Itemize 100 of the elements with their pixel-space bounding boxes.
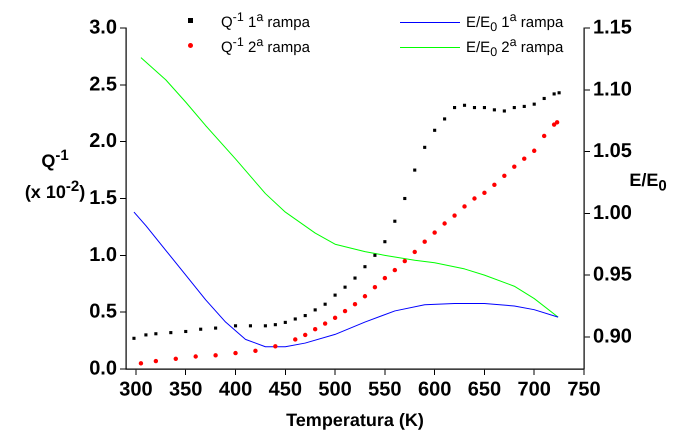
point xyxy=(362,294,368,298)
point xyxy=(412,250,417,254)
y-tick-label: 3.0 xyxy=(89,16,117,39)
point xyxy=(452,213,457,218)
legend-label: E/E$_{0}$ 2$^{a}$ rampa xyxy=(466,35,564,59)
point xyxy=(304,314,307,318)
x-tick-label: 300 xyxy=(119,378,153,401)
legend-label: Q$^{-1}$ 1$^{a}$ rampa xyxy=(221,10,310,31)
point xyxy=(492,108,496,112)
point xyxy=(322,321,328,326)
y2-axis-title: E/E$_{0}$ xyxy=(628,170,668,195)
y-tick-label: 2.5 xyxy=(89,73,117,96)
point xyxy=(312,327,318,332)
point xyxy=(558,91,561,94)
point xyxy=(402,258,407,264)
point xyxy=(264,324,267,328)
y2-tick-label: 1.15 xyxy=(593,16,632,39)
point xyxy=(154,358,158,364)
point xyxy=(542,96,546,100)
point xyxy=(169,331,172,334)
x-tick-label: 700 xyxy=(518,378,551,401)
point xyxy=(372,284,378,290)
point xyxy=(353,276,357,280)
point xyxy=(382,276,388,280)
point xyxy=(542,134,546,138)
point xyxy=(132,336,136,340)
x-tick-label: 550 xyxy=(368,378,402,401)
point xyxy=(342,308,348,314)
y-tick-label: 1.5 xyxy=(89,187,117,210)
point xyxy=(184,330,188,334)
point xyxy=(274,323,277,326)
point xyxy=(373,254,376,257)
point xyxy=(343,286,347,289)
point xyxy=(522,156,526,161)
y2-tick-label: 1.10 xyxy=(593,78,632,100)
point xyxy=(383,240,386,244)
point xyxy=(532,148,536,153)
x-tick-label: 350 xyxy=(169,378,202,401)
point xyxy=(332,316,338,320)
point xyxy=(502,174,507,178)
point xyxy=(554,120,560,125)
y-tick-label: 0.0 xyxy=(89,358,117,380)
point xyxy=(413,168,416,172)
text: Q$^{-1}$ (x 10$^{-2}$) xyxy=(24,147,86,202)
point xyxy=(532,102,536,106)
point xyxy=(174,356,178,361)
point xyxy=(144,333,148,336)
x-tick-label: 750 xyxy=(567,378,601,401)
point xyxy=(433,128,436,132)
point xyxy=(552,122,556,127)
point xyxy=(472,196,477,201)
point xyxy=(522,104,526,108)
point xyxy=(233,350,238,356)
point xyxy=(363,265,367,268)
point xyxy=(482,190,487,196)
point xyxy=(492,182,497,188)
point xyxy=(472,106,476,110)
point xyxy=(422,239,427,244)
point xyxy=(284,320,287,324)
point xyxy=(334,294,337,297)
point xyxy=(213,353,218,358)
point xyxy=(442,221,447,226)
point xyxy=(432,230,437,235)
point xyxy=(403,196,406,200)
x-tick-label: 450 xyxy=(268,378,302,401)
x-tick-label: 400 xyxy=(218,378,252,401)
point xyxy=(352,302,358,306)
y2-tick-label: 1.00 xyxy=(593,202,632,224)
y2-tick-label: 0.95 xyxy=(593,264,632,286)
point xyxy=(248,324,252,328)
point xyxy=(314,308,317,312)
point xyxy=(392,268,398,272)
point xyxy=(393,220,396,223)
point xyxy=(234,324,238,328)
point xyxy=(199,328,202,331)
point xyxy=(443,117,446,120)
y-tick-label: 2.0 xyxy=(89,130,117,152)
point xyxy=(214,326,218,330)
point xyxy=(512,106,516,110)
point xyxy=(294,317,297,321)
point xyxy=(512,164,517,169)
x-tick-label: 500 xyxy=(318,378,352,401)
point xyxy=(154,332,158,336)
x-tick-label: 650 xyxy=(468,378,502,401)
point xyxy=(502,109,506,113)
point xyxy=(462,204,467,209)
point xyxy=(303,332,308,338)
x-tick-label: 600 xyxy=(418,378,452,401)
y2-tick-label: 1.05 xyxy=(593,140,632,162)
y-tick-label: 0.5 xyxy=(89,300,117,323)
y2-tick-label: 0.90 xyxy=(593,325,632,348)
point xyxy=(482,106,486,110)
point xyxy=(324,302,327,306)
point xyxy=(193,354,198,359)
point xyxy=(552,92,556,96)
point xyxy=(273,344,278,348)
point xyxy=(453,106,456,110)
y-tick-label: 1.0 xyxy=(89,244,117,266)
point xyxy=(253,348,258,354)
point xyxy=(423,146,426,149)
